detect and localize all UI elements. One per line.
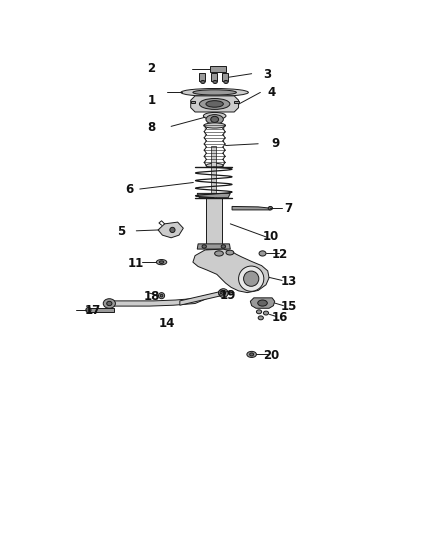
Polygon shape (234, 101, 239, 103)
Bar (222, 73, 228, 80)
Text: 4: 4 (267, 86, 276, 99)
Bar (211, 73, 217, 80)
Polygon shape (204, 125, 225, 166)
Ellipse shape (215, 251, 223, 256)
Ellipse shape (156, 260, 167, 265)
Ellipse shape (159, 261, 164, 263)
Ellipse shape (181, 88, 248, 96)
Text: 5: 5 (117, 225, 125, 238)
Ellipse shape (206, 163, 223, 168)
Ellipse shape (204, 123, 226, 128)
Text: 2: 2 (148, 62, 155, 75)
Polygon shape (251, 298, 275, 308)
Text: 9: 9 (272, 138, 280, 150)
Ellipse shape (250, 353, 254, 356)
Text: 14: 14 (159, 318, 175, 330)
Text: 12: 12 (272, 248, 288, 261)
Polygon shape (197, 193, 230, 198)
Ellipse shape (107, 301, 112, 305)
Ellipse shape (202, 245, 206, 248)
Ellipse shape (263, 311, 268, 315)
Ellipse shape (159, 293, 165, 298)
Text: 11: 11 (128, 256, 145, 270)
Ellipse shape (221, 245, 226, 248)
Bar (211, 146, 216, 198)
Text: 17: 17 (85, 304, 101, 317)
Ellipse shape (258, 316, 263, 320)
Ellipse shape (258, 300, 267, 306)
Text: 16: 16 (272, 311, 288, 325)
Ellipse shape (221, 291, 226, 295)
Ellipse shape (170, 228, 175, 232)
Polygon shape (193, 249, 269, 293)
Text: 20: 20 (263, 349, 279, 362)
Ellipse shape (259, 251, 266, 256)
Text: 8: 8 (148, 121, 155, 134)
Text: 19: 19 (219, 289, 236, 302)
Text: 3: 3 (263, 68, 271, 80)
Polygon shape (197, 244, 230, 249)
Bar (199, 73, 205, 80)
Ellipse shape (203, 112, 226, 119)
Ellipse shape (206, 115, 223, 124)
Text: 10: 10 (263, 230, 279, 244)
Ellipse shape (220, 292, 222, 294)
Ellipse shape (219, 289, 228, 297)
Ellipse shape (193, 90, 237, 95)
Ellipse shape (268, 206, 272, 210)
Text: 13: 13 (280, 275, 297, 288)
Ellipse shape (244, 271, 259, 286)
Text: 7: 7 (285, 201, 293, 215)
Text: 6: 6 (126, 182, 134, 196)
Ellipse shape (219, 290, 224, 295)
Ellipse shape (239, 266, 264, 292)
Ellipse shape (206, 101, 223, 107)
Bar (210, 66, 226, 72)
Polygon shape (191, 96, 239, 112)
Polygon shape (105, 291, 234, 306)
Ellipse shape (247, 351, 256, 358)
Ellipse shape (199, 99, 230, 109)
Text: 1: 1 (148, 94, 155, 107)
Bar (212, 193, 215, 228)
Ellipse shape (256, 310, 261, 314)
Ellipse shape (224, 80, 228, 84)
Text: 15: 15 (280, 300, 297, 313)
Ellipse shape (86, 308, 91, 313)
Polygon shape (158, 222, 184, 238)
Polygon shape (180, 291, 223, 305)
Bar (88, 308, 114, 312)
Bar (206, 198, 222, 249)
Ellipse shape (160, 294, 163, 297)
Ellipse shape (103, 298, 116, 308)
Polygon shape (191, 101, 195, 103)
Ellipse shape (213, 80, 217, 84)
Ellipse shape (201, 80, 205, 84)
Ellipse shape (211, 116, 219, 123)
Ellipse shape (226, 250, 234, 255)
Polygon shape (232, 206, 270, 210)
Text: 18: 18 (143, 289, 160, 303)
